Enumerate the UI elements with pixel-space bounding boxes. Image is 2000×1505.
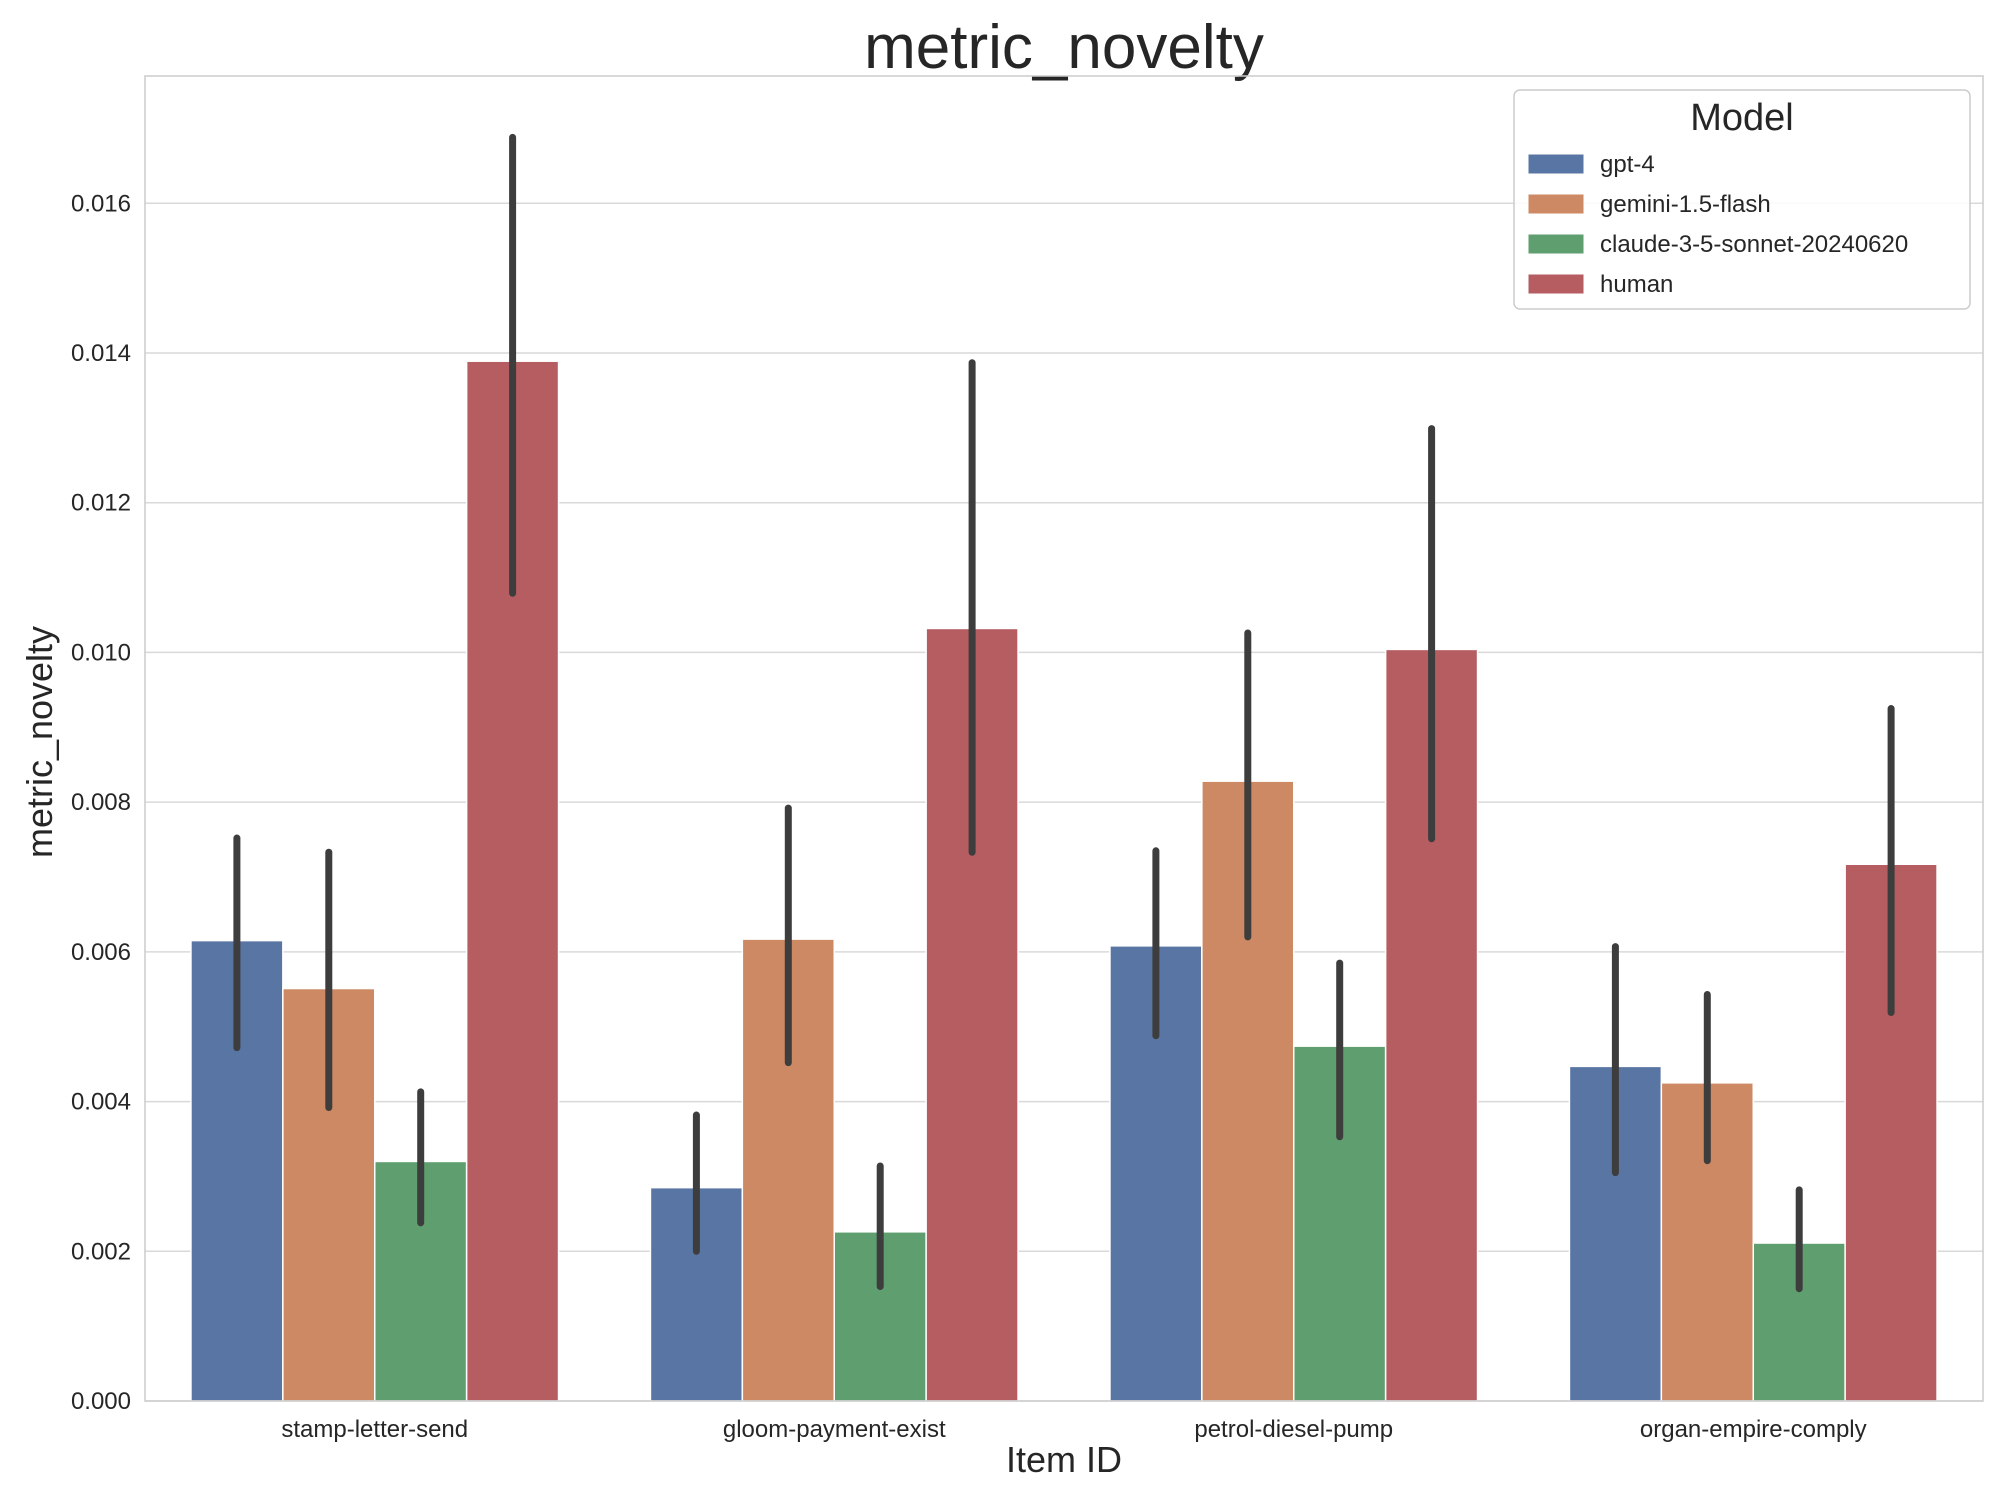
y-axis-title: metric_novelty xyxy=(19,626,60,858)
legend-label: gpt-4 xyxy=(1600,151,1655,178)
chart-title: metric_novelty xyxy=(864,13,1264,82)
x-tick-label: petrol-diesel-pump xyxy=(1194,1416,1393,1443)
y-tick-label: 0.000 xyxy=(71,1388,131,1415)
x-axis-title: Item ID xyxy=(1006,1439,1122,1480)
legend: Model gpt-4 gemini-1.5-flash claude-3-5-son… xyxy=(1513,89,1971,310)
y-tick-label: 0.004 xyxy=(71,1089,131,1116)
legend-title: Model xyxy=(1690,97,1794,139)
legend-label: gemini-1.5-flash xyxy=(1600,191,1771,218)
y-tick-label: 0.016 xyxy=(71,190,131,217)
y-tick-label: 0.010 xyxy=(71,639,131,666)
y-tick-label: 0.014 xyxy=(71,340,131,367)
axes: 0.000 0.002 0.004 0.006 0.008 0.010 0.012 0.014… xyxy=(71,75,1984,1443)
plot-frame xyxy=(144,75,1984,1402)
legend-label: human xyxy=(1600,271,1673,298)
legend-swatch xyxy=(1527,273,1585,295)
y-tick-label: 0.012 xyxy=(71,490,131,517)
x-tick-label: organ-empire-comply xyxy=(1640,1416,1867,1443)
legend-box xyxy=(1513,89,1971,310)
y-tick-label: 0.006 xyxy=(71,939,131,966)
legend-swatch xyxy=(1527,233,1585,255)
legend-swatch xyxy=(1527,153,1585,175)
x-tick-label: stamp-letter-send xyxy=(281,1416,468,1443)
bars xyxy=(190,360,1938,1402)
error-bars xyxy=(233,133,1895,1293)
x-tick-label: gloom-payment-exist xyxy=(723,1416,946,1443)
legend-label: claude-3-5-sonnet-20240620 xyxy=(1600,231,1908,258)
y-tick-label: 0.002 xyxy=(71,1238,131,1265)
y-tick-label: 0.008 xyxy=(71,789,131,816)
legend-swatch xyxy=(1527,193,1585,215)
